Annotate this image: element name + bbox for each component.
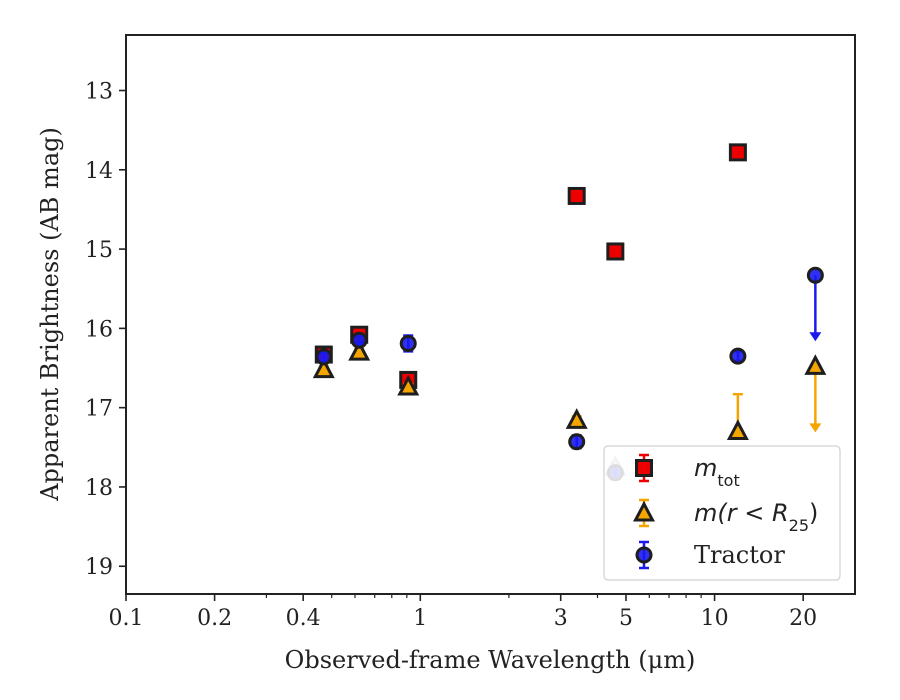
data-point bbox=[606, 242, 625, 261]
plot-layer bbox=[312, 143, 827, 482]
x-tick-label: 0.2 bbox=[197, 606, 232, 631]
data-point bbox=[348, 339, 371, 361]
data-point bbox=[804, 354, 827, 433]
x-axis: 0.1 0.2 0.4 1 3 5 10 20 bbox=[109, 594, 817, 631]
data-point bbox=[726, 392, 749, 440]
data-point bbox=[568, 433, 586, 451]
y-axis: 13 14 15 16 17 18 19 bbox=[85, 80, 126, 580]
y-tick-label: 16 bbox=[85, 317, 113, 342]
marker-circle bbox=[315, 348, 333, 366]
x-axis-label: Observed-frame Wavelength (μm) bbox=[285, 646, 696, 674]
x-tick-label: 0.1 bbox=[109, 606, 144, 631]
marker-triangle bbox=[397, 374, 420, 396]
x-tick-label: 3 bbox=[554, 606, 568, 631]
data-point bbox=[806, 266, 824, 342]
data-point bbox=[350, 331, 368, 349]
legend-label: Tractor bbox=[694, 541, 785, 569]
marker-circle bbox=[806, 266, 824, 284]
data-point bbox=[729, 347, 747, 365]
series-square bbox=[314, 143, 747, 389]
legend-box bbox=[603, 445, 841, 581]
data-point bbox=[315, 348, 333, 366]
data-point bbox=[565, 408, 588, 429]
legend-marker-square bbox=[635, 459, 653, 477]
upper-limit-arrow-head bbox=[809, 332, 822, 342]
marker-circle bbox=[350, 331, 368, 349]
legend-marker-circle bbox=[635, 546, 653, 564]
marker-square bbox=[728, 143, 747, 162]
legend-entry: mtot bbox=[635, 453, 740, 490]
marker-circle bbox=[399, 334, 417, 352]
data-point bbox=[397, 374, 420, 396]
y-tick-label: 14 bbox=[85, 159, 113, 184]
y-tick-label: 15 bbox=[85, 238, 113, 263]
marker-triangle bbox=[565, 408, 588, 429]
data-point bbox=[728, 143, 747, 162]
data-point bbox=[312, 357, 335, 379]
y-tick-label: 19 bbox=[85, 555, 113, 580]
y-tick-label: 17 bbox=[85, 397, 113, 422]
x-tick-label: 10 bbox=[701, 606, 729, 631]
marker-triangle bbox=[804, 354, 827, 375]
x-tick-label: 5 bbox=[619, 606, 633, 631]
data-point bbox=[567, 186, 586, 205]
upper-limit-arrow-head bbox=[809, 423, 822, 433]
marker-square bbox=[567, 186, 586, 205]
y-tick-label: 13 bbox=[85, 80, 113, 105]
x-tick-label: 0.4 bbox=[286, 606, 321, 631]
marker-circle bbox=[568, 433, 586, 451]
marker-triangle bbox=[726, 419, 749, 440]
x-tick-label: 1 bbox=[413, 606, 427, 631]
legend-entry: Tractor bbox=[635, 540, 785, 570]
marker-triangle bbox=[312, 357, 335, 379]
y-axis-label: Apparent Brightness (AB mag) bbox=[36, 127, 64, 502]
y-tick-label: 18 bbox=[85, 476, 113, 501]
marker-circle bbox=[729, 347, 747, 365]
legend-marker-triangle bbox=[633, 500, 655, 522]
plot-frame bbox=[125, 34, 856, 595]
x-tick-label: 20 bbox=[789, 606, 817, 631]
data-point bbox=[399, 334, 417, 353]
marker-triangle bbox=[348, 339, 371, 361]
marker-square bbox=[606, 242, 625, 261]
